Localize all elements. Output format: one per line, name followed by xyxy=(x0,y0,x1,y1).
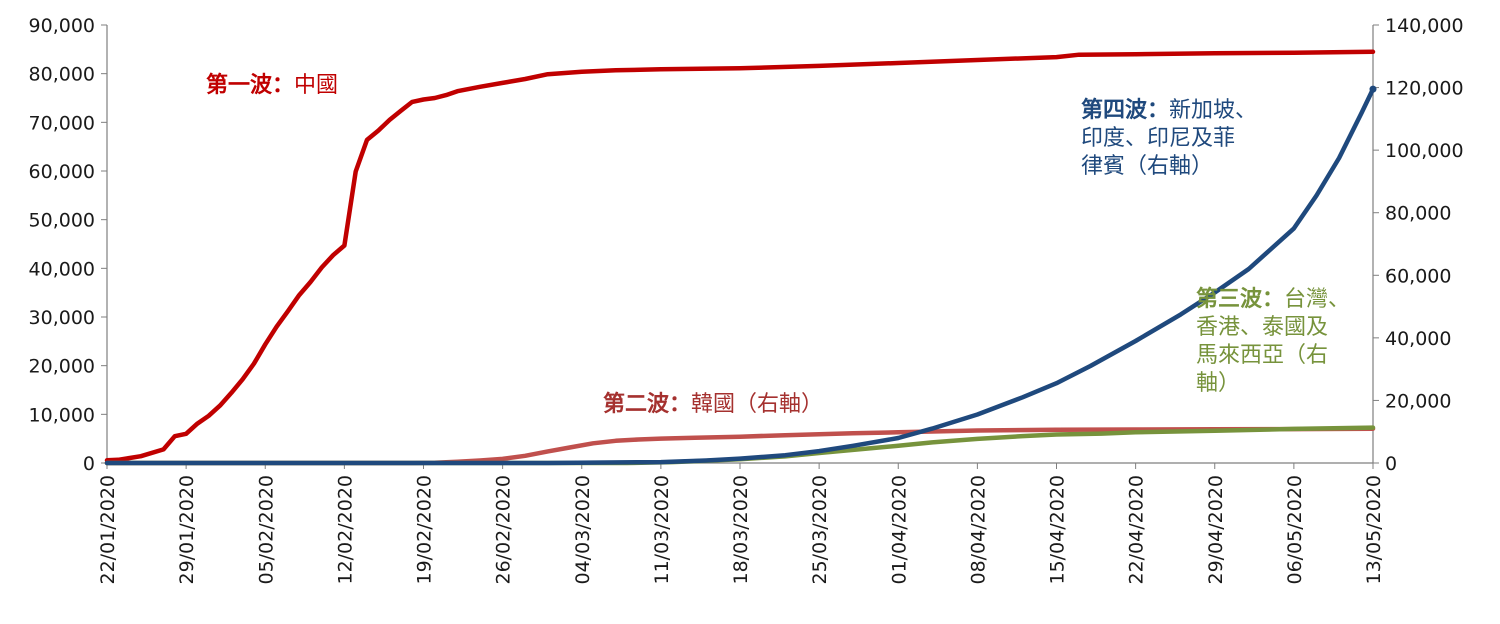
series-line-korea xyxy=(104,426,1376,466)
x-tick-label: 18/03/2020 xyxy=(730,475,752,585)
annotation-text: 第三波：台灣、香港、泰國及馬來西亞（右軸） xyxy=(1196,286,1350,396)
annotation-text: 第二波：韓國（右軸） xyxy=(603,391,823,417)
left-y-tick-label: 80,000 xyxy=(29,64,95,86)
right-y-tick-label: 0 xyxy=(1385,453,1397,475)
x-tick-label: 25/03/2020 xyxy=(809,475,831,585)
right-y-tick-label: 120,000 xyxy=(1385,78,1464,100)
annotation-label: 第二波： xyxy=(603,391,691,417)
annotation-line: 韓國（右軸） xyxy=(691,392,823,417)
annotation-label: 第四波： xyxy=(1081,97,1169,123)
annotation-wave-3: 第三波：台灣、香港、泰國及馬來西亞（右軸） xyxy=(1196,286,1350,396)
left-y-tick-label: 90,000 xyxy=(29,15,95,37)
right-y-tick-label: 100,000 xyxy=(1385,140,1464,162)
annotation-line: 印度、印尼及菲 xyxy=(1081,126,1235,151)
left-y-tick-label: 40,000 xyxy=(29,258,95,280)
x-tick-label: 29/01/2020 xyxy=(176,475,198,585)
annotation-line: 新加坡、 xyxy=(1169,98,1257,123)
series-layer xyxy=(104,49,1377,466)
series-line-fourth-wave xyxy=(104,86,1376,466)
annotation-line: 馬來西亞（右 xyxy=(1196,343,1328,368)
annotation-line: 台灣、 xyxy=(1284,287,1350,312)
axes: 0 10,000 20,000 30,000 40,000 50,000 60,000 70,… xyxy=(29,15,1464,585)
x-tick-label: 04/03/2020 xyxy=(572,475,594,585)
x-tick-label: 13/05/2020 xyxy=(1363,475,1385,585)
x-tick-label: 22/04/2020 xyxy=(1126,475,1148,585)
right-y-tick-label: 20,000 xyxy=(1385,390,1451,412)
x-tick-label: 15/04/2020 xyxy=(1047,475,1069,585)
left-y-tick-label: 70,000 xyxy=(29,112,95,134)
right-y-tick-label: 40,000 xyxy=(1385,328,1451,350)
x-tick-label: 19/02/2020 xyxy=(414,475,436,585)
x-tick-label: 26/02/2020 xyxy=(493,475,515,585)
annotation-text: 第四波：新加坡、印度、印尼及菲律賓（右軸） xyxy=(1081,97,1257,179)
left-y-tick-label: 0 xyxy=(83,453,95,475)
x-tick-label: 22/01/2020 xyxy=(97,475,119,585)
series-line-china xyxy=(104,49,1376,463)
annotation-line: 中國 xyxy=(294,73,338,98)
left-y-tick-label: 10,000 xyxy=(29,404,95,426)
annotation-wave-4: 第四波：新加坡、印度、印尼及菲律賓（右軸） xyxy=(1081,97,1257,179)
annotation-line: 軸） xyxy=(1196,371,1240,396)
annotation-text: 第一波：中國 xyxy=(206,72,338,98)
annotation-wave-2: 第二波：韓國（右軸） xyxy=(603,391,823,417)
annotation-label: 第三波： xyxy=(1196,286,1284,312)
x-tick-label: 01/04/2020 xyxy=(888,475,910,585)
x-tick-label: 12/02/2020 xyxy=(334,475,356,585)
left-y-tick-label: 30,000 xyxy=(29,307,95,329)
x-tick-label: 06/05/2020 xyxy=(1284,475,1306,585)
x-tick-label: 11/03/2020 xyxy=(651,475,673,585)
x-tick-label: 29/04/2020 xyxy=(1205,475,1227,585)
annotation-line: 香港、泰國及 xyxy=(1196,315,1328,340)
left-y-tick-label: 60,000 xyxy=(29,161,95,183)
annotation-label: 第一波： xyxy=(206,72,294,98)
left-y-tick-label: 50,000 xyxy=(29,210,95,232)
right-y-tick-label: 140,000 xyxy=(1385,15,1464,37)
x-tick-label: 08/04/2020 xyxy=(967,475,989,585)
left-y-tick-label: 20,000 xyxy=(29,356,95,378)
annotation-line: 律賓（右軸） xyxy=(1081,154,1213,179)
right-y-tick-label: 60,000 xyxy=(1385,265,1451,287)
annotation-wave-1: 第一波：中國 xyxy=(206,72,338,98)
series-end-marker xyxy=(1369,85,1377,93)
x-tick-label: 05/02/2020 xyxy=(255,475,277,585)
right-y-tick-label: 80,000 xyxy=(1385,203,1451,225)
